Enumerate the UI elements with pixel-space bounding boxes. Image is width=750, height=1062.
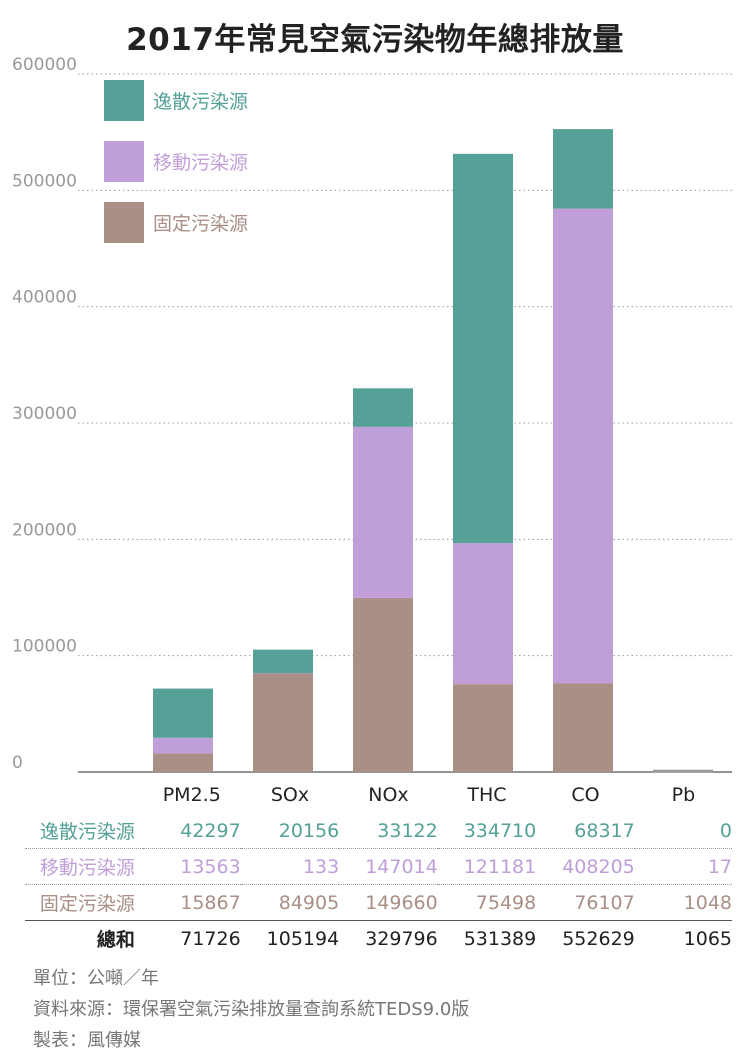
data-label: 68317 [574,819,635,842]
bar-segment-nox-2 [353,388,413,427]
category-label: CO [571,784,600,806]
row-label: 移動污染源 [25,848,143,885]
bar-segment-thc-2 [453,153,513,544]
data-label: 149660 [339,884,438,921]
stacked-bar-chart: 0 100000 200000 300000 400000 500000 600000 逸散… [12,55,732,773]
footnotes: 單位：公噸／年 資料來源：環保署空氣污染排放量查詢系統TEDS9.0版 製表：風… [33,963,469,1056]
totals-row: 總和 71726 105194 329796 531389 552629 1065 [25,920,732,956]
bar-segment-pm25-0 [153,753,213,772]
data-label: 408205 [536,848,635,885]
data-label: 33122 [377,819,438,842]
data-label: 15867 [142,884,241,921]
y-tick-label: 400000 [12,288,77,308]
y-tick-label: 100000 [12,637,77,657]
y-tick-label: 600000 [12,55,77,75]
bar-segment-sox-1 [253,673,313,674]
table-row: 逸散污染源 42297 20156 33122 334710 68317 0 [25,813,732,849]
row-label: 固定污染源 [25,884,143,921]
total-value: 71726 [142,920,241,956]
y-tick-label: 0 [12,753,23,773]
data-label: 42297 [180,819,241,842]
bar-segment-nox-1 [353,426,413,598]
total-value: 1065 [634,920,732,956]
data-label: 121181 [437,848,537,885]
maker-note: 製表：風傳媒 [33,1030,141,1051]
legend-label: 逸散污染源 [153,91,248,113]
legend-label: 固定污染源 [153,213,248,235]
bar-marker-pb [653,769,713,773]
data-label: 133 [240,848,340,885]
data-label: 17 [634,848,732,885]
chart-title: 2017年常見空氣污染物年總排放量 [126,22,624,58]
category-label: PM2.5 [162,784,221,806]
bar-segment-thc-0 [453,684,513,772]
category-label: THC [467,784,507,806]
table-header-row: PM2.5 SOx NOx THC CO Pb [25,777,732,813]
bar-segment-co-0 [553,683,613,772]
legend-label: 移動污染源 [153,152,248,174]
data-label: 1048 [634,884,732,921]
unit-note: 單位：公噸／年 [33,968,159,989]
bar-segment-sox-2 [253,649,313,674]
bar-segment-pm25-1 [153,737,213,754]
legend-swatch [104,202,144,243]
category-label: Pb [671,784,696,806]
data-label: 84905 [240,884,340,921]
bar-segment-nox-0 [353,597,413,772]
bars [153,129,713,773]
legend-swatch [104,80,144,121]
table-row: 移動污染源 13563 133 147014 121181 408205 17 [25,848,732,885]
y-tick-label: 500000 [12,171,77,191]
data-label: 0 [719,819,732,842]
data-label: 13563 [142,848,241,885]
category-label: SOx [270,784,310,806]
total-value: 552629 [536,920,635,956]
data-label: 20156 [278,819,340,842]
legend-swatch [104,141,144,182]
row-label: 逸散污染源 [39,821,135,843]
source-note: 資料來源：環保署空氣污染排放量查詢系統TEDS9.0版 [33,999,470,1020]
y-tick-label: 200000 [12,520,77,540]
bar-segment-co-1 [553,208,613,684]
total-value: 531389 [437,920,537,956]
data-label: 334710 [463,819,537,842]
data-table: PM2.5 SOx NOx THC CO Pb 逸散污染源 42297 20156 33122 33… [25,777,732,956]
bar-segment-sox-0 [253,673,313,772]
totals-label: 總和 [25,920,143,956]
y-axis-ticks: 0 100000 200000 300000 400000 500000 600000 [12,55,77,773]
total-value: 105194 [240,920,340,956]
table-row: 固定污染源 15867 84905 149660 75498 76107 1048 [25,884,732,921]
data-label: 76107 [536,884,635,921]
y-tick-label: 300000 [12,404,77,424]
bar-segment-thc-1 [453,543,513,685]
data-label: 75498 [437,884,537,921]
bar-segment-co-2 [553,129,613,209]
category-label: NOx [368,784,409,806]
total-value: 329796 [339,920,438,956]
data-label: 147014 [339,848,438,885]
bar-segment-pm25-2 [153,688,213,738]
